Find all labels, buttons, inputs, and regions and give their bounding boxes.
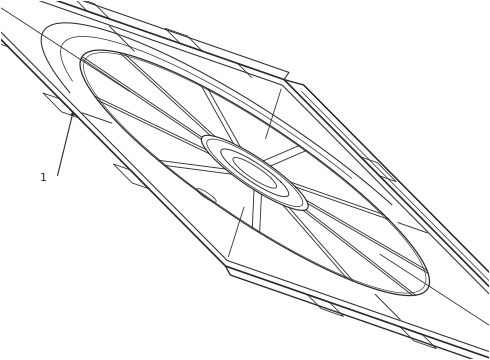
Text: 1: 1	[40, 173, 47, 183]
